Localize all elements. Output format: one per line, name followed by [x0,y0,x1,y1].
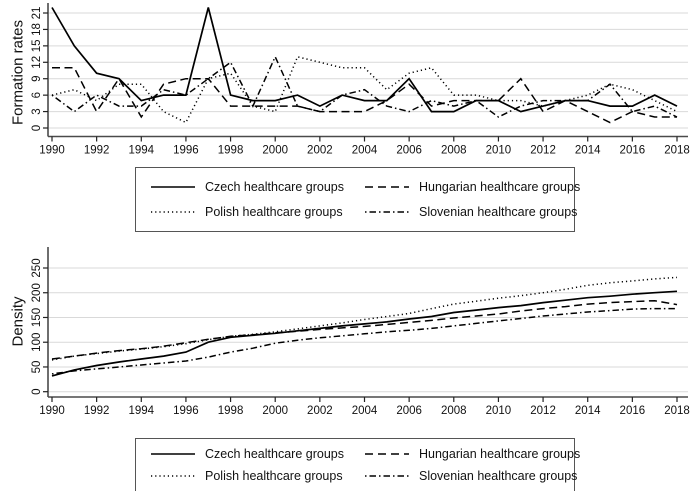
svg-text:1994: 1994 [128,145,154,157]
svg-text:2010: 2010 [486,405,512,417]
legend-label: Polish healthcare groups [205,205,343,219]
svg-text:2006: 2006 [396,145,422,157]
solid-line-sample [151,186,195,188]
formation-rates-legend: Czech healthcare groups Hungarian health… [135,167,580,232]
svg-text:1998: 1998 [218,145,244,157]
dashdot-line-sample [364,211,409,213]
legend-label: Slovenian healthcare groups [418,205,578,219]
svg-text:3: 3 [31,108,43,114]
svg-text:12: 12 [31,56,43,69]
svg-text:2012: 2012 [530,405,556,417]
svg-text:2008: 2008 [441,405,467,417]
svg-text:15: 15 [31,39,43,52]
y-axis-label-formation-rates: Formation rates [9,19,27,126]
legend-label: Czech healthcare groups [205,180,344,194]
svg-text:6: 6 [31,92,43,98]
svg-text:2002: 2002 [307,145,333,157]
svg-text:1992: 1992 [84,145,110,157]
svg-text:1998: 1998 [218,405,244,417]
legend-label: Hungarian healthcare groups [418,180,581,194]
svg-text:2000: 2000 [262,145,288,157]
svg-text:1994: 1994 [128,405,154,417]
legend-item-hungarian: Hungarian healthcare groups [364,180,580,194]
legend-label: Hungarian healthcare groups [418,447,581,461]
svg-text:2018: 2018 [664,145,690,157]
svg-text:1996: 1996 [173,405,199,417]
legend-item-czech: Czech healthcare groups [150,447,344,461]
legend-item-polish: Polish healthcare groups [150,205,344,219]
svg-text:21: 21 [31,7,43,20]
legend-item-czech: Czech healthcare groups [150,180,344,194]
svg-text:2016: 2016 [620,405,646,417]
svg-text:2014: 2014 [575,405,601,417]
svg-text:250: 250 [31,258,43,277]
svg-text:2004: 2004 [352,405,378,417]
svg-text:2006: 2006 [396,405,422,417]
svg-text:150: 150 [31,308,43,327]
svg-text:2010: 2010 [486,145,512,157]
solid-line-sample [151,453,195,455]
svg-text:100: 100 [31,333,43,352]
svg-text:18: 18 [31,23,43,36]
legend-item-slovenian: Slovenian healthcare groups [364,469,580,483]
svg-text:2002: 2002 [307,405,333,417]
legend-label: Czech healthcare groups [205,447,344,461]
legend-label: Polish healthcare groups [205,469,343,483]
dotted-line-sample [151,475,195,477]
legend-label: Slovenian healthcare groups [418,469,578,483]
dashdot-line-sample [364,475,409,477]
svg-text:1990: 1990 [39,145,65,157]
svg-text:0: 0 [31,125,43,131]
svg-text:2014: 2014 [575,145,601,157]
svg-text:2016: 2016 [620,145,646,157]
svg-text:2000: 2000 [262,405,288,417]
dotted-line-sample [151,211,195,213]
svg-text:2012: 2012 [530,145,556,157]
svg-text:2018: 2018 [664,405,690,417]
svg-text:2008: 2008 [441,145,467,157]
legend-item-slovenian: Slovenian healthcare groups [364,205,580,219]
svg-text:0: 0 [31,388,43,394]
y-axis-label-density: Density [9,296,27,347]
dashed-line-sample [364,453,409,455]
svg-text:50: 50 [31,361,43,374]
svg-text:200: 200 [31,283,43,302]
svg-text:1992: 1992 [84,405,110,417]
svg-text:1990: 1990 [39,405,65,417]
legend-item-polish: Polish healthcare groups [150,469,344,483]
dashed-line-sample [364,186,409,188]
legend-item-hungarian: Hungarian healthcare groups [364,447,580,461]
svg-text:1996: 1996 [173,145,199,157]
density-legend: Czech healthcare groups Hungarian health… [135,438,580,491]
svg-text:2004: 2004 [352,145,378,157]
svg-text:9: 9 [31,76,43,82]
